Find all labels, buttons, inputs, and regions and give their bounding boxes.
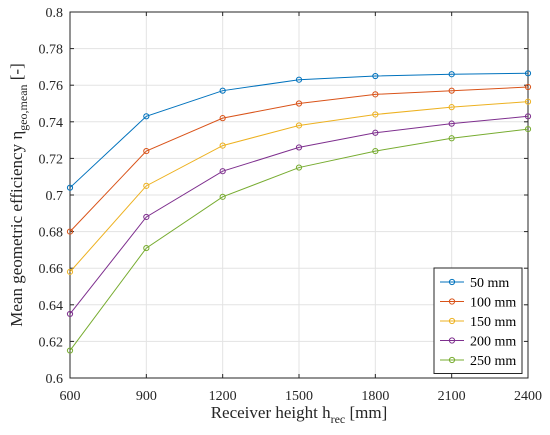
data-point [372,111,379,118]
data-point [448,71,455,78]
x-tick-label: 1800 [361,389,389,404]
data-point [219,142,226,149]
y-tick-label: 0.68 [39,226,64,241]
data-point [143,244,150,252]
data-point [219,87,226,94]
data-point [524,98,532,105]
y-tick-label: 0.62 [39,335,64,350]
legend-label: 250 mm [470,354,516,369]
series-line [69,86,529,232]
legend-swatch-marker [448,278,456,286]
y-tick-label: 0.72 [39,152,64,167]
legend-item: 200 mm [440,335,516,350]
y-tick-label: 0.74 [39,116,64,131]
legend-label: 50 mm [470,276,509,291]
legend-item: 100 mm [440,296,516,311]
data-point [219,193,226,200]
data-point [524,83,532,91]
x-tick-label: 2100 [438,389,466,404]
data-point [448,135,455,142]
legend: 50 mm 100 mm 150 mm 200 mm 250 mm [433,267,523,374]
series-100-mm [66,83,532,235]
y-tick-label: 0.6 [46,372,64,387]
data-point [448,87,455,94]
y-tick-label: 0.7 [46,189,64,204]
y-axis-ticks: 0.6 0.62 0.64 0.66 0.68 0.7 0.72 0.74 0.76 0.78 0.… [39,6,528,387]
legend-label: 150 mm [470,315,516,330]
legend-swatch-marker [448,298,456,305]
series [66,70,532,354]
series-250-mm [66,126,532,354]
data-point [66,228,74,235]
series-50-mm [66,70,532,191]
data-point [66,347,74,354]
legend-item: 50 mm [440,276,509,291]
data-point [448,104,455,111]
x-tick-label: 600 [60,389,81,404]
legend-label: 100 mm [470,296,516,311]
y-axis-label: Mean geometric efficiency ηgeo,mean [-] [7,63,30,327]
data-point [295,164,303,171]
data-point [295,144,303,151]
x-axis-label: Receiver height hrec [mm] [211,403,388,426]
series-150-mm [66,98,532,275]
data-point [524,126,532,133]
data-point [143,182,150,189]
data-point [295,76,303,83]
data-point [372,129,379,136]
data-point [219,168,226,175]
y-tick-label: 0.76 [39,79,64,94]
y-tick-label: 0.64 [39,299,64,314]
data-point [372,147,379,155]
x-tick-label: 1200 [209,389,237,404]
data-point [524,113,532,120]
legend-label: 200 mm [470,335,516,350]
data-point [372,72,379,80]
data-point [143,147,150,155]
data-point [66,268,74,275]
x-axis-ticks: 600 900 1200 1500 1800 2100 2400 [60,12,542,404]
legend-swatch-marker [448,317,456,325]
x-tick-label: 2400 [514,389,542,404]
x-tick-label: 900 [136,389,157,404]
legend-item: 150 mm [440,315,516,330]
data-point [524,70,532,77]
series-line [69,101,529,273]
legend-swatch-marker [448,337,456,344]
data-point [143,213,150,221]
y-tick-label: 0.66 [39,262,64,277]
data-point [66,184,74,191]
data-point [66,310,74,318]
series-line [69,72,529,189]
legend-item: 250 mm [440,354,516,369]
data-point [219,115,226,122]
legend-swatch-marker [448,356,456,364]
series-line [69,115,529,315]
data-point [295,100,303,107]
data-point [295,122,303,129]
y-tick-label: 0.8 [46,6,64,21]
data-point [448,120,455,127]
x-tick-label: 1500 [285,389,313,404]
data-point [372,91,379,98]
y-tick-label: 0.78 [39,43,64,58]
series-line [69,128,529,351]
data-point [143,113,150,120]
series-200-mm [66,113,532,318]
